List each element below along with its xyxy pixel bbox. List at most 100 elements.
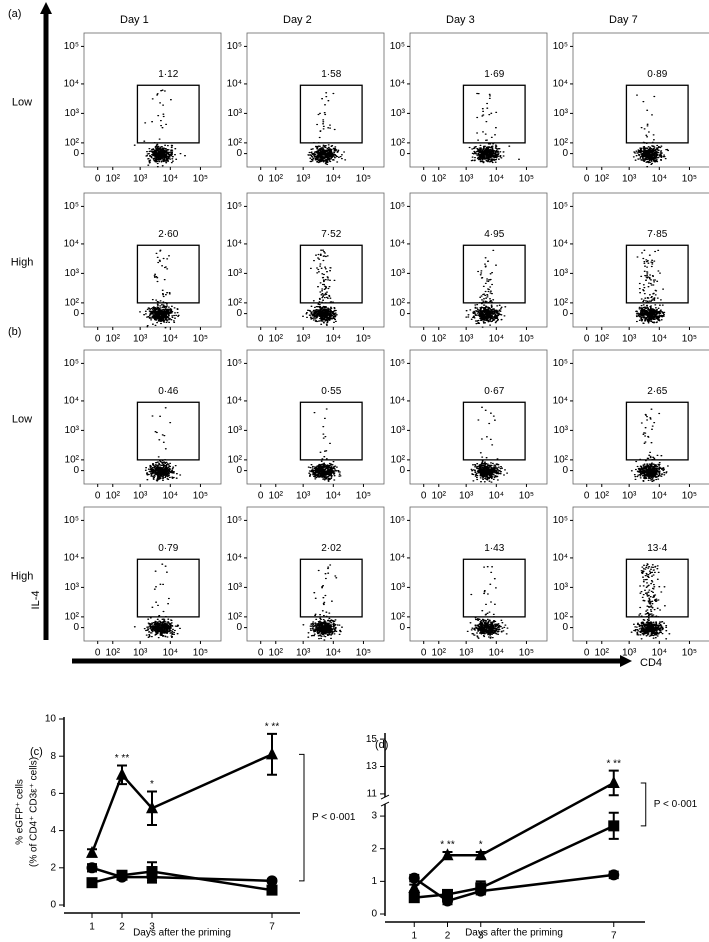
x-tick-label: 10⁵ [193,334,208,345]
y-tick-label: 0 [236,148,242,159]
x-tick-label: 10² [595,491,610,502]
y-tick-label: 10² [391,455,406,466]
p-value: P < 0·001 [654,799,698,810]
panel-letter: (b) [8,326,21,338]
y-tick-label: 10⁴ [553,79,568,90]
y-tick-label: 10³ [65,108,80,119]
gate [299,244,363,304]
x-tick-label: 10⁴ [326,334,341,345]
gate [625,84,689,144]
y-tick-label: 0 [73,308,79,319]
marker [86,877,98,889]
x-tick-label: 10³ [622,648,637,659]
y-tick-label: 10⁵ [64,515,79,526]
y-tick-label: 10³ [554,582,569,593]
x-tick-label: 10⁴ [163,174,178,185]
y-tick-label: 10² [554,455,569,466]
plot-frame [83,506,222,642]
x-tick-label: 10⁵ [682,648,697,659]
y-tick-label: 0 [236,465,242,476]
x-tick-label: 0 [421,648,427,659]
row-label: High [11,257,34,269]
y-tick-label: 2 [371,843,377,854]
x-tick-label: 10⁵ [682,491,697,502]
significance: * ** [115,753,130,764]
gate [625,401,689,461]
arrow-head [40,2,52,14]
series-line [413,781,615,889]
x-tick-label: 10³ [459,174,474,185]
x-axis-label: Days after the priming [465,928,563,939]
event-cloud [302,564,343,641]
y-tick-label: 10² [228,298,243,309]
x-tick-label: 10² [595,334,610,345]
gate [625,558,689,618]
x-tick-label: 0 [258,648,264,659]
y-axis-label: % eGFP⁺ cells [15,779,26,845]
gate-percentage: 0·55 [321,386,341,397]
marker [608,820,620,832]
x-axis-label: Days after the priming [133,928,231,939]
arrow-head [620,655,632,667]
gate-percentage: 1·69 [484,69,504,80]
event-cloud [630,408,669,483]
day-label: Day 3 [446,14,475,26]
event-cloud [302,249,338,326]
row-label: Low [12,414,32,426]
marker [86,845,98,858]
y-tick-label: 10² [65,612,80,623]
p-bracket [640,782,647,827]
y-tick-label: 10² [228,612,243,623]
x-tick-label: 10⁴ [652,491,667,502]
event-cloud [465,249,507,328]
x-tick-label: 3 [149,922,155,933]
x-tick-label: 10⁴ [163,491,178,502]
x-tick-label: 0 [584,174,590,185]
panel-letter: (a) [8,8,21,20]
y-tick-label: 10⁴ [390,553,405,564]
x-tick-label: 3 [478,931,484,942]
plot-frame [246,506,385,642]
x-tick-label: 10² [269,648,284,659]
x-tick-label: 10² [432,334,447,345]
y-tick-label: 10⁵ [390,358,405,369]
plot-frame [83,192,222,328]
event-cloud [307,408,342,482]
x-tick-label: 0 [584,491,590,502]
y-tick-label: 10⁴ [64,396,79,407]
gate [136,401,200,461]
x-tick-label: 10³ [133,174,148,185]
x-tick-label: 10⁵ [193,648,208,659]
plot-frame [409,192,548,328]
gate-percentage: 4·95 [484,229,504,240]
y-tick-label: 10 [45,714,57,725]
gate-percentage: 2·65 [647,386,667,397]
y-tick-label: 10⁴ [553,239,568,250]
x-tick-label: 10² [432,648,447,659]
chart-label: (d) [375,739,388,751]
x-tick-label: 10² [269,334,284,345]
significance: * ** [265,722,280,733]
y-tick-label: 10⁵ [553,358,568,369]
day-label: Day 1 [120,14,149,26]
y-tick-label: 10² [554,298,569,309]
x-tick-label: 10³ [133,648,148,659]
marker [442,895,453,907]
x-tick-label: 0 [421,334,427,345]
row-label: Low [12,97,32,109]
x-tick-label: 10² [106,174,121,185]
y-tick-label: 0 [236,622,242,633]
marker [441,848,454,861]
x-tick-label: 2 [119,922,125,933]
x-tick-label: 10⁴ [326,491,341,502]
y-tick-label: 10⁴ [227,79,242,90]
x-tick-label: 10⁵ [356,174,371,185]
x-tick-label: 10² [106,648,121,659]
plot-frame [246,349,385,485]
x-tick-label: 10⁵ [356,491,371,502]
y-tick-label: 10⁴ [390,396,405,407]
y-tick-label: 0 [73,622,79,633]
x-tick-label: 0 [95,491,101,502]
marker [86,862,98,874]
plot-frame [246,32,385,168]
